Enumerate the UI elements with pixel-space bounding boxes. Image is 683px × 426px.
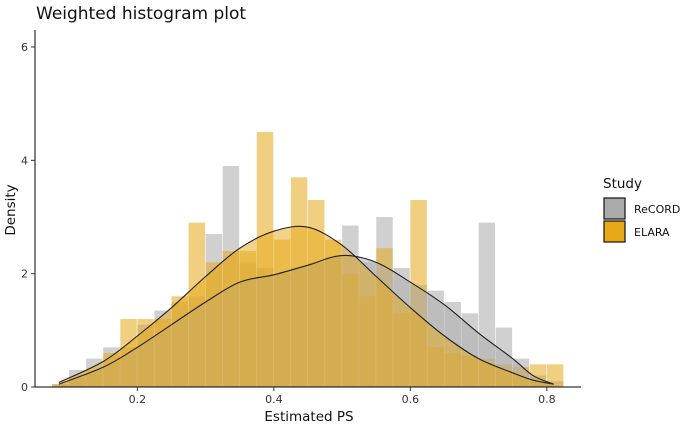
x-tick-label-0: 0.2 (129, 393, 147, 406)
x-axis-label: Estimated PS (264, 409, 353, 425)
x-tick-label-2: 0.6 (402, 393, 420, 406)
legend-label-elara: ELARA (634, 226, 670, 239)
chart-title: Weighted histogram plot (36, 4, 246, 24)
legend-label-record: ReCORD (634, 203, 680, 216)
plot-area (52, 132, 564, 388)
x-tick-label-3: 0.8 (538, 393, 556, 406)
y-tick-label-2: 4 (21, 154, 28, 167)
y-tick-label-0: 0 (21, 381, 28, 394)
density-line-elara (58, 225, 554, 385)
x-tick-label-1: 0.4 (265, 393, 283, 406)
legend-title: Study (603, 176, 642, 192)
legend-key-record (603, 197, 626, 220)
y-axis-label: Density (3, 184, 19, 235)
legend-key-elara (603, 220, 626, 243)
y-tick-label-1: 2 (21, 268, 28, 281)
axes: 0.2 0.4 0.6 0.8 0 2 4 6 (21, 30, 581, 406)
legend: Study ReCORD ELARA (603, 176, 680, 243)
y-tick-label-3: 6 (21, 41, 28, 54)
bar-elara-29 (546, 364, 564, 387)
density-area-elara (58, 226, 554, 387)
density-line-record (58, 254, 554, 385)
